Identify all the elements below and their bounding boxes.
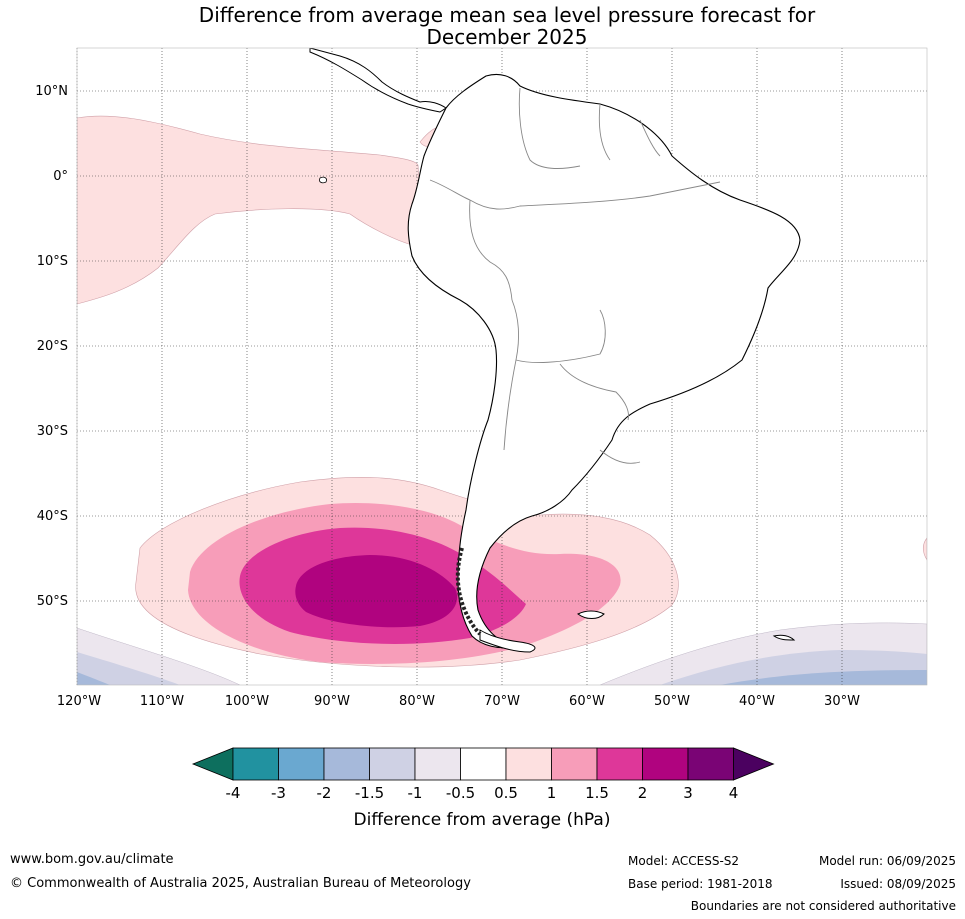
falkland-islands	[577, 610, 605, 619]
lat-label-0: 0°	[53, 169, 68, 184]
colorbar-tick-label: 1.5	[585, 784, 609, 802]
colorbar-swatch	[323, 747, 370, 781]
lon-label-40w: 40°W	[739, 694, 775, 709]
colorbar-extension-high	[733, 747, 775, 781]
anomaly-contour-minus1.5-sw	[77, 672, 110, 685]
lon-label-80w: 80°W	[399, 694, 435, 709]
anomaly-contour-minus1-sw	[77, 652, 180, 685]
anomaly-contour-0.5-east	[922, 537, 927, 561]
lat-label-50s: 50°S	[37, 594, 68, 609]
base-period: Base period: 1981-2018	[628, 877, 773, 891]
anomaly-field	[77, 115, 927, 685]
lon-label-30w: 30°W	[824, 694, 860, 709]
issued-date: Issued: 08/09/2025	[840, 877, 956, 891]
colorbar-label: Difference from average (hPa)	[354, 810, 611, 830]
colorbar-swatch	[414, 747, 461, 781]
lat-label-20s: 20°S	[37, 339, 68, 354]
colorbar-tick-label: 3	[683, 784, 693, 802]
landmass	[309, 48, 801, 653]
colorbar-tick-label: -3	[271, 784, 286, 802]
south-georgia	[772, 634, 796, 641]
colorbar-tick-label: -1	[408, 784, 423, 802]
model-name: Model: ACCESS-S2	[628, 854, 740, 868]
colorbar-swatch	[369, 747, 416, 781]
colorbar-tick-label: 2	[638, 784, 648, 802]
colorbar-swatch	[460, 747, 507, 781]
model-run-date: Model run: 06/09/2025	[818, 854, 956, 868]
lon-label-60w: 60°W	[569, 694, 605, 709]
lon-label-90w: 90°W	[314, 694, 350, 709]
website-link[interactable]: www.bom.gov.au/climate	[10, 852, 174, 867]
colorbar-tick-label: 4	[729, 784, 739, 802]
colorbar-swatch	[232, 747, 279, 781]
colorbar-tick-label: -1.5	[355, 784, 384, 802]
lat-label-30s: 30°S	[37, 424, 68, 439]
central-america	[309, 48, 447, 113]
lat-label-10n: 10°N	[35, 84, 68, 99]
colorbar-tick-label: -0.5	[446, 784, 475, 802]
colorbar-swatch	[687, 747, 734, 781]
colorbar-swatch	[642, 747, 689, 781]
south-america	[407, 73, 801, 649]
lon-label-100w: 100°W	[225, 694, 269, 709]
colorbar-swatch	[505, 747, 552, 781]
colorbar-tick-label: 1	[547, 784, 557, 802]
colorbar: -4 -3 -2 -1.5 -1 -0.5 0.5 1 1.5 2 3 4	[191, 747, 775, 802]
title-line-1: Difference from average mean sea level p…	[198, 3, 816, 27]
lon-label-50w: 50°W	[654, 694, 690, 709]
lon-label-120w: 120°W	[57, 694, 101, 709]
anomaly-contour-minus1.5-se	[720, 670, 927, 685]
title-line-2: December 2025	[426, 25, 588, 49]
colorbar-swatch	[596, 747, 643, 781]
colorbar-tick-label: 0.5	[494, 784, 518, 802]
chile-fjords	[455, 547, 482, 636]
colorbar-swatch	[278, 747, 325, 781]
lon-label-110w: 110°W	[140, 694, 184, 709]
colorbar-tick-label: -4	[226, 784, 241, 802]
boundaries-disclaimer: Boundaries are not considered authoritat…	[690, 899, 956, 913]
lon-label-70w: 70°W	[484, 694, 520, 709]
chart-title: Difference from average mean sea level p…	[0, 4, 965, 48]
longitude-labels: 120°W 110°W 100°W 90°W 80°W 70°W 60°W 50…	[57, 694, 860, 709]
tierra-del-fuego	[479, 629, 536, 653]
lat-label-40s: 40°S	[37, 509, 68, 524]
colorbar-swatch	[551, 747, 598, 781]
galapagos	[319, 176, 327, 184]
colorbar-tick-label: -2	[317, 784, 332, 802]
anomaly-contour-0.5-pacific	[77, 115, 420, 305]
lat-label-10s: 10°S	[37, 254, 68, 269]
anomaly-contour-2	[295, 555, 458, 628]
copyright-notice: © Commonwealth of Australia 2025, Austra…	[10, 876, 471, 891]
map-frame	[76, 47, 928, 686]
country-boundaries	[429, 87, 721, 464]
latitude-labels: 10°N 0° 10°S 20°S 30°S 40°S 50°S	[35, 84, 68, 609]
colorbar-extension-low	[191, 747, 234, 781]
